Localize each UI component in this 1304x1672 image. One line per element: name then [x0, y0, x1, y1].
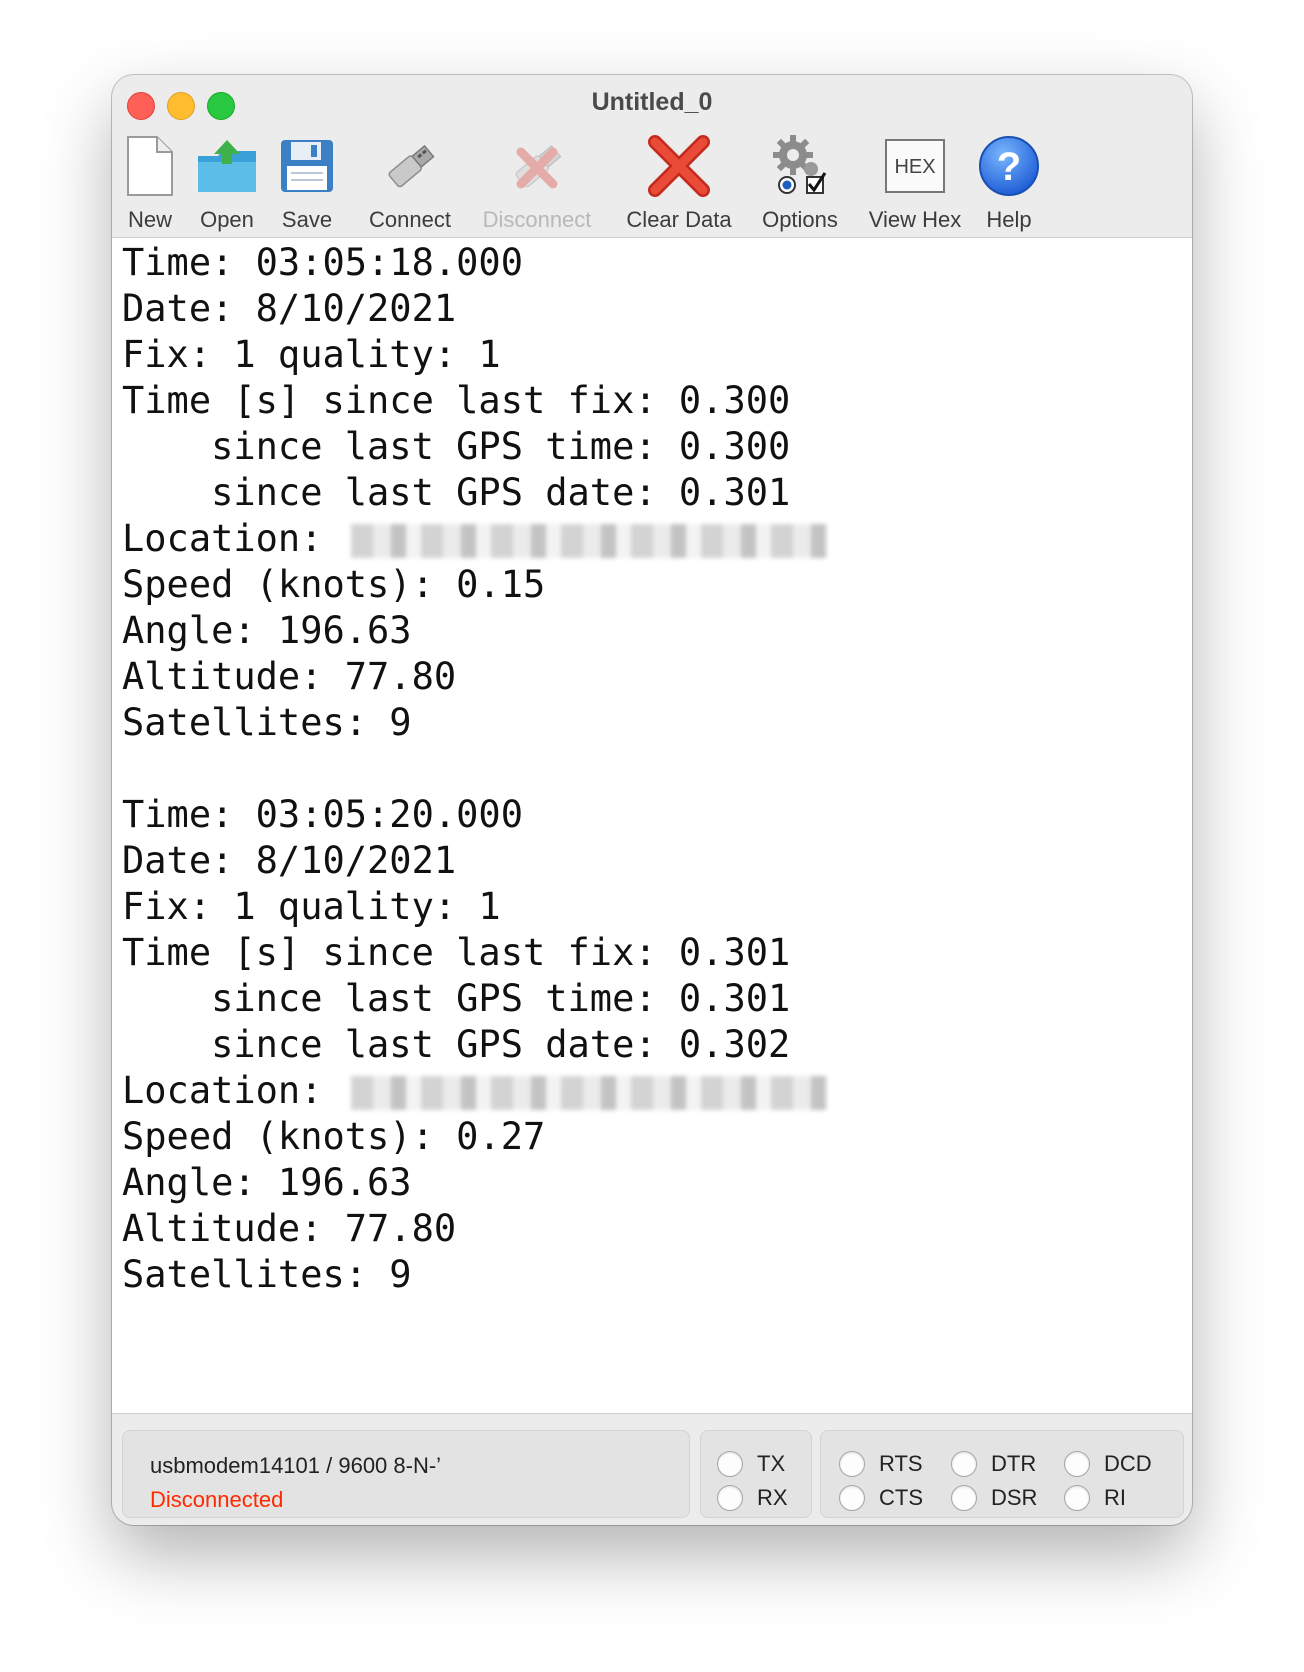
terminal-line: Satellites: 9 [122, 1253, 412, 1296]
terminal-line: Angle: 196.63 [122, 609, 412, 652]
dcd-led [1064, 1451, 1090, 1477]
hex-icon-text: HEX [894, 156, 935, 178]
connection-panel: usbmodem14101 / 9600 8-N-’ Disconnected [122, 1430, 690, 1518]
options-label: Options [762, 207, 838, 232]
redacted-location [350, 523, 827, 558]
rx-led [717, 1485, 743, 1511]
help-question-icon: ? [974, 131, 1044, 201]
tx-rx-panel: TX RX [700, 1430, 812, 1518]
terminal-line: Date: 8/10/2021 [122, 287, 457, 330]
dcd-label: DCD [1104, 1451, 1152, 1476]
connect-label: Connect [369, 207, 451, 232]
terminal-line: Time [s] since last fix: 0.300 [122, 379, 791, 422]
svg-text:?: ? [997, 145, 1021, 189]
terminal-line: Altitude: 77.80 [122, 655, 457, 698]
ri-label: RI [1104, 1485, 1126, 1510]
terminal-line: since last GPS time: 0.300 [122, 425, 791, 468]
usb-disconnect-icon [502, 131, 572, 201]
new-label: New [127, 207, 172, 232]
gear-options-icon [765, 131, 835, 201]
disconnect-label: Disconnect [482, 207, 592, 232]
help-button[interactable]: ? Help [974, 131, 1044, 237]
terminal-output[interactable]: Time: 03:05:18.000 Date: 8/10/2021 Fix: … [112, 238, 1192, 1414]
status-bar: usbmodem14101 / 9600 8-N-’ Disconnected … [112, 1414, 1192, 1525]
dtr-label: DTR [991, 1451, 1037, 1476]
terminal-line: Speed (knots): 0.15 [122, 563, 546, 606]
terminal-line: Time: 03:05:18.000 [122, 241, 523, 284]
rts-led[interactable] [839, 1451, 865, 1477]
red-x-icon [644, 131, 714, 201]
minimize-window-button[interactable] [167, 92, 195, 120]
cts-label: CTS [879, 1485, 923, 1510]
new-document-icon [115, 131, 185, 201]
location-label: Location: [122, 1069, 345, 1112]
terminal-line: Altitude: 77.80 [122, 1207, 457, 1250]
clear-data-label: Clear Data [626, 207, 732, 232]
folder-open-icon [192, 131, 262, 201]
toolbar: New Open [112, 131, 1192, 238]
rts-label: RTS [879, 1451, 923, 1476]
floppy-disk-icon [272, 131, 342, 201]
clear-data-button[interactable]: Clear Data [622, 131, 736, 237]
close-window-button[interactable] [127, 92, 155, 120]
terminal-line: Angle: 196.63 [122, 1161, 412, 1204]
location-line: Location: [122, 1066, 827, 1115]
dsr-label: DSR [991, 1485, 1038, 1510]
tx-label: TX [757, 1451, 786, 1476]
location-line: Location: [122, 514, 827, 563]
terminal-line: Speed (knots): 0.27 [122, 1115, 546, 1158]
disconnect-button[interactable]: Disconnect [474, 131, 600, 237]
save-button[interactable]: Save [272, 131, 342, 237]
tx-led [717, 1451, 743, 1477]
ri-led [1064, 1485, 1090, 1511]
help-label: Help [986, 207, 1032, 232]
view-hex-label: View Hex [868, 207, 962, 232]
save-label: Save [281, 207, 333, 232]
usb-plug-icon [375, 131, 445, 201]
options-button[interactable]: Options [752, 131, 848, 237]
terminal-line: since last GPS time: 0.301 [122, 977, 791, 1020]
window-title: Untitled_0 [591, 88, 713, 116]
title-bar: Untitled_0 [112, 75, 1192, 131]
terminal-line: since last GPS date: 0.302 [122, 1023, 791, 1066]
open-label: Open [200, 207, 254, 232]
terminal-line: Satellites: 9 [122, 701, 412, 744]
dtr-led[interactable] [951, 1451, 977, 1477]
app-window: Untitled_0 New Open [112, 75, 1192, 1525]
terminal-line: Time: 03:05:20.000 [122, 793, 523, 836]
terminal-line: since last GPS date: 0.301 [122, 471, 791, 514]
terminal-line: Fix: 1 quality: 1 [122, 333, 501, 376]
terminal-line: Time [s] since last fix: 0.301 [122, 931, 791, 974]
new-button[interactable]: New [115, 131, 185, 237]
zoom-window-button[interactable] [207, 92, 235, 120]
terminal-line: Fix: 1 quality: 1 [122, 885, 501, 928]
connect-button[interactable]: Connect [362, 131, 458, 237]
location-label: Location: [122, 517, 345, 560]
port-settings-label: usbmodem14101 / 9600 8-N-’ [150, 1453, 442, 1478]
view-hex-button[interactable]: HEX View Hex [862, 131, 968, 237]
terminal-line: Date: 8/10/2021 [122, 839, 457, 882]
dsr-led [951, 1485, 977, 1511]
rx-label: RX [757, 1485, 788, 1510]
open-button[interactable]: Open [192, 131, 262, 237]
hex-icon: HEX [880, 131, 950, 201]
cts-led [839, 1485, 865, 1511]
signal-lines-panel: RTS CTS DTR DSR DCD RI [820, 1430, 1184, 1518]
redacted-location [350, 1075, 827, 1110]
connection-status: Disconnected [150, 1487, 284, 1512]
